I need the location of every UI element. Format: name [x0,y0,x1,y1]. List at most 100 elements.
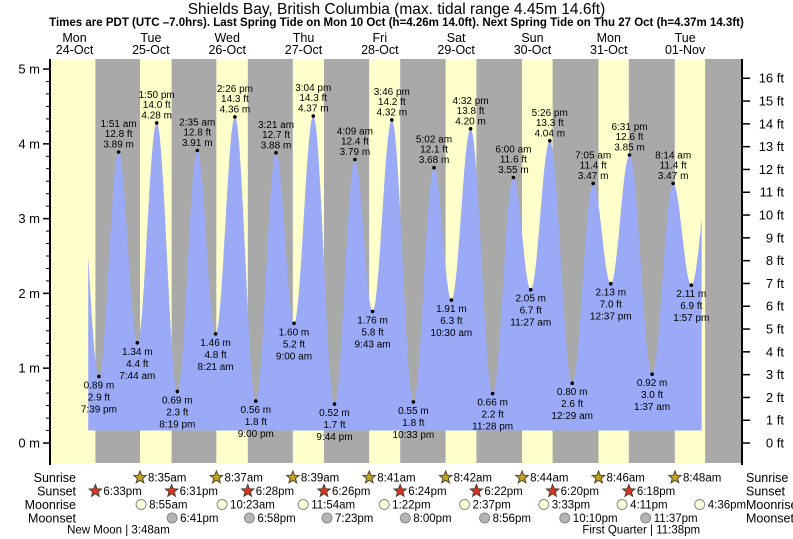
astro-time-label: 6:41pm [180,513,218,525]
right-axis-tick-label: 14 ft [759,116,785,131]
moonset-circle-icon [321,512,333,524]
astro-time-label: 10:10pm [573,513,618,525]
tide-low-label: 1.7 ft [323,420,345,431]
left-axis-minor-tick [46,417,50,419]
tide-extreme-dot [570,381,574,386]
astro-time-label: 8:42am [454,473,492,485]
tide-extreme-dot [370,309,375,314]
tide-low-label: 4.4 ft [126,359,148,370]
tide-low-label: 11:27 am [510,318,551,329]
tide-high-label: 3.79 m [340,147,371,158]
day-name-label: Sun [521,31,543,45]
moonrise-circle-icon [297,499,309,510]
astro-row-label-right: Moonrise [746,498,793,512]
right-axis-tick-label: 15 ft [759,94,785,109]
right-axis-tick [743,259,750,262]
astro-row-label-right: Sunrise [746,471,788,485]
tide-high-label: 11.4 ft [580,160,607,171]
tide-high-label: 7:05 am [575,150,611,161]
right-axis-tick-label: 4 ft [766,344,784,359]
tide-high-label: 3:04 pm [295,83,331,94]
sunrise-star-icon [285,469,301,484]
sunset-star-icon [468,483,484,498]
astro-time-label: 6:24pm [408,486,446,498]
tide-low-label: 6.9 ft [680,301,702,312]
moonrise-circle-icon [135,499,147,510]
left-axis-tick-label: 5 m [18,62,40,77]
tide-low-label: 1.60 m [279,327,310,338]
tide-high-label: 3.89 m [103,140,134,151]
sunset-star-icon [545,483,561,498]
astro-time-label: 8:56pm [493,513,531,525]
tide-extreme-dot [254,399,258,403]
right-axis-tick-label: 10 ft [759,208,785,223]
tide-high-label: 13.3 ft [536,118,564,129]
tide-low-label: 9:44 pm [316,432,352,443]
tide-low-label: 2.2 ft [482,410,504,421]
day-date-label: 27-Oct [285,43,323,57]
astro-row-label-left: Sunrise [34,471,76,485]
tide-extreme-dot [650,372,654,377]
left-axis-minor-tick [46,280,50,282]
tide-low-label: 5.2 ft [283,339,305,350]
tide-high-label: 14.0 ft [143,100,171,111]
left-axis-minor-tick [46,180,50,182]
left-axis-minor-tick [46,193,50,195]
day-name-label: Wed [214,31,240,45]
tide-low-label: 9:43 am [355,339,391,350]
tide-extreme-dot [292,321,296,326]
right-axis-tick-label: 6 ft [766,299,784,314]
tide-high-label: 4.36 m [220,104,251,115]
right-axis-tick-label: 0 ft [766,436,784,451]
left-axis-minor-tick [46,105,50,107]
tide-low-label: 1.34 m [122,347,153,358]
left-axis-minor-tick [46,93,50,95]
moonset-circle-icon [399,512,411,524]
tide-low-label: 0.52 m [319,408,350,419]
astro-time-label: 4:11pm [630,500,668,512]
sunrise-star-icon [514,469,530,484]
moonrise-circle-icon [694,499,706,510]
night-band [705,59,742,463]
tide-low-label: 2.11 m [676,289,706,300]
right-axis-tick-label: 5 ft [766,322,784,337]
tide-extreme-dot [528,287,533,292]
tide-high-label: 3.85 m [614,143,645,154]
day-name-label: Tue [675,31,696,45]
sunset-star-icon [621,483,637,498]
left-axis-tick [43,68,50,70]
astro-time-label: 4:36pm [708,500,746,512]
chart-subtitle: Times are PDT (UTC –7.0hrs). Last Spring… [49,17,744,29]
tide-high-label: 3.47 m [578,171,609,182]
tide-low-label: 0.66 m [477,398,508,409]
day-date-label: 30-Oct [514,43,552,57]
sunrise-star-icon [209,469,224,484]
left-axis-minor-tick [46,255,50,257]
tide-high-label: 4.37 m [298,104,329,115]
tide-extreme-dot [689,283,694,288]
tide-low-label: 5.8 ft [361,327,383,338]
astro-row-label-right: Sunset [746,485,785,499]
tide-low-label: 4.8 ft [204,350,226,361]
moonset-circle-icon [479,512,491,524]
tide-low-label: 2.05 m [515,294,546,305]
left-axis-minor-tick [46,118,50,120]
astro-time-label: 6:18pm [637,486,675,498]
right-axis-tick [743,419,750,421]
tide-low-label: 7:44 am [119,371,155,382]
sunrise-star-icon [590,469,606,484]
tide-low-label: 0.55 m [398,406,429,417]
tide-high-label: 12.7 ft [262,130,290,141]
tide-extreme-dot [311,114,316,118]
tide-high-label: 4.28 m [141,110,172,121]
tide-extreme-dot [175,389,180,394]
astro-row-label-left: Sunset [37,485,76,499]
tide-extreme-dot [591,181,595,186]
right-axis-tick [743,214,750,216]
day-name-label: Tue [140,31,161,45]
left-axis-minor-tick [46,392,50,394]
right-axis-tick [743,168,750,171]
right-axis-tick [743,442,750,444]
astro-time-label: 3:33pm [552,500,590,512]
